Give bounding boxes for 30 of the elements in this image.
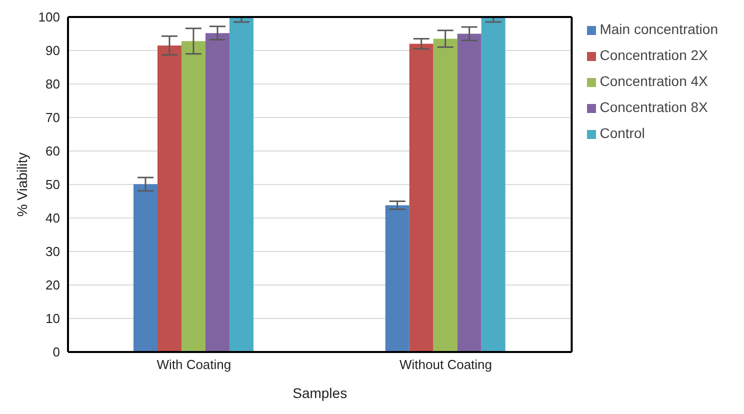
bar (229, 17, 254, 352)
y-tick-label: 40 (46, 210, 60, 226)
bar (385, 205, 410, 352)
x-tick-label: With Coating (156, 357, 232, 372)
legend-label: Control (600, 125, 645, 141)
bar (433, 38, 458, 352)
y-tick-label: 60 (46, 144, 60, 159)
y-tick-label: 100 (38, 10, 60, 25)
y-tick-label: 70 (46, 110, 60, 126)
legend-label: Concentration 4X (600, 73, 708, 89)
legend-label: Concentration 2X (600, 47, 708, 63)
y-tick-label: 20 (46, 278, 60, 293)
legend-label: Concentration 8X (600, 99, 708, 115)
x-tick-label: Without Coating (400, 357, 492, 372)
y-tick-label: 0 (52, 344, 60, 360)
bar (181, 41, 206, 352)
y-tick-label: 80 (46, 76, 60, 92)
bar (481, 17, 506, 352)
y-tick-label: 30 (46, 244, 60, 260)
bar (133, 184, 158, 352)
bar (157, 45, 182, 352)
legend-label: Main concentration (600, 21, 718, 37)
y-tick-label: 50 (46, 177, 60, 192)
y-tick-label: 10 (46, 311, 60, 326)
x-axis-title: Samples (292, 385, 348, 401)
bar (205, 33, 230, 352)
bar (409, 44, 434, 352)
bar (457, 34, 482, 352)
y-axis-title: % Viability (14, 152, 30, 217)
y-tick-label: 90 (46, 43, 60, 58)
